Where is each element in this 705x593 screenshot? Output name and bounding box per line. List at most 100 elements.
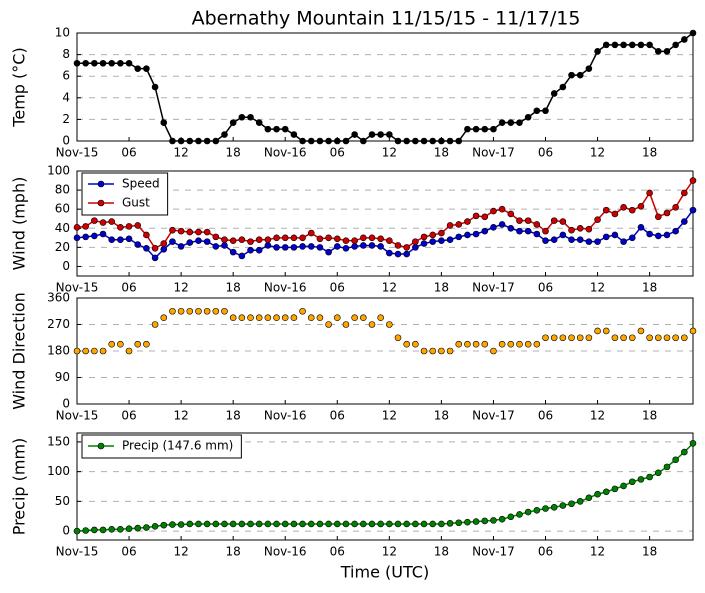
data-point	[325, 321, 332, 328]
x-tick-label: Nov-16	[264, 146, 307, 160]
data-point	[446, 222, 454, 229]
data-point	[151, 83, 159, 91]
data-point	[247, 520, 254, 528]
data-point	[386, 321, 393, 328]
data-point	[524, 217, 532, 224]
data-point	[533, 230, 541, 238]
data-point	[117, 525, 124, 533]
data-point	[576, 334, 584, 342]
data-point	[82, 527, 89, 534]
x-tick-label: 18	[434, 281, 449, 295]
data-point	[481, 125, 489, 133]
data-point	[307, 243, 315, 250]
x-tick-label: Nov-15	[56, 146, 99, 160]
data-point	[247, 113, 254, 121]
data-point	[689, 327, 697, 335]
data-point	[533, 340, 541, 348]
data-point	[360, 520, 367, 528]
data-point	[264, 242, 272, 249]
x-tick-label: 12	[590, 146, 605, 160]
data-point	[412, 238, 419, 245]
data-point	[611, 485, 619, 493]
data-point	[160, 521, 168, 529]
plot-frame	[76, 432, 694, 541]
data-point	[169, 226, 176, 234]
data-point	[498, 221, 506, 228]
data-point	[550, 90, 558, 97]
data-point	[117, 224, 124, 231]
data-point	[559, 502, 567, 509]
data-point	[438, 137, 445, 145]
data-point	[516, 511, 523, 518]
x-tick-label: 06	[538, 409, 553, 423]
data-point	[602, 327, 610, 335]
data-point	[681, 189, 688, 197]
data-point	[186, 307, 194, 315]
data-point	[472, 125, 480, 133]
data-point	[316, 314, 324, 322]
x-tick-label: 18	[226, 409, 241, 423]
data-point	[516, 119, 523, 126]
y-tick-label: 8	[62, 47, 70, 61]
y-tick-label: 4	[62, 90, 70, 104]
data-point	[533, 107, 541, 115]
legend-label: Speed	[122, 177, 160, 191]
data-point	[403, 340, 410, 348]
data-point	[472, 230, 480, 238]
data-point	[134, 524, 142, 532]
data-point	[169, 307, 176, 315]
data-point	[481, 517, 489, 525]
y-tick-label: 40	[55, 221, 70, 235]
data-point	[429, 231, 437, 239]
data-point	[360, 242, 367, 249]
data-point	[594, 490, 601, 498]
data-point	[195, 237, 202, 244]
data-point	[576, 498, 584, 505]
data-point	[160, 314, 168, 322]
data-point	[151, 245, 159, 252]
data-point	[490, 125, 497, 133]
data-point	[455, 233, 463, 241]
data-point	[550, 217, 558, 224]
data-point	[611, 334, 619, 342]
data-point	[386, 249, 393, 257]
data-point	[333, 314, 341, 322]
x-tick-label: Nov-17	[472, 146, 515, 160]
y-tick-label: 360	[47, 291, 70, 305]
data-point	[333, 235, 341, 243]
data-point	[516, 340, 523, 348]
data-point	[681, 334, 688, 342]
data-point	[550, 504, 558, 511]
data-point	[594, 216, 601, 223]
data-point	[646, 334, 653, 342]
y-tick-label: 20	[55, 240, 70, 254]
legend-label: Precip (147.6 mm)	[122, 439, 233, 453]
data-point	[446, 137, 454, 145]
x-tick-label: 06	[538, 545, 553, 559]
data-point	[620, 41, 627, 49]
data-point	[299, 520, 306, 528]
data-point	[360, 314, 367, 322]
data-point	[507, 224, 515, 232]
data-point	[550, 334, 558, 342]
legend: Speed Gust	[81, 172, 169, 216]
data-point	[654, 469, 662, 477]
data-point	[386, 237, 393, 244]
data-point	[73, 527, 81, 535]
y-axis-label: Wind Direction	[10, 292, 29, 410]
data-point	[472, 518, 480, 525]
data-point	[550, 236, 558, 244]
x-tick-label: Nov-15	[56, 409, 99, 423]
data-point	[412, 520, 419, 528]
data-point	[238, 113, 246, 121]
data-point	[559, 231, 567, 239]
x-tick-label: 12	[382, 545, 397, 559]
data-point	[464, 218, 471, 225]
data-point	[221, 520, 228, 528]
data-point	[637, 41, 645, 49]
data-point	[307, 520, 315, 528]
data-point	[143, 524, 150, 531]
data-point	[446, 347, 454, 355]
data-point	[212, 520, 220, 528]
data-point	[585, 334, 593, 342]
